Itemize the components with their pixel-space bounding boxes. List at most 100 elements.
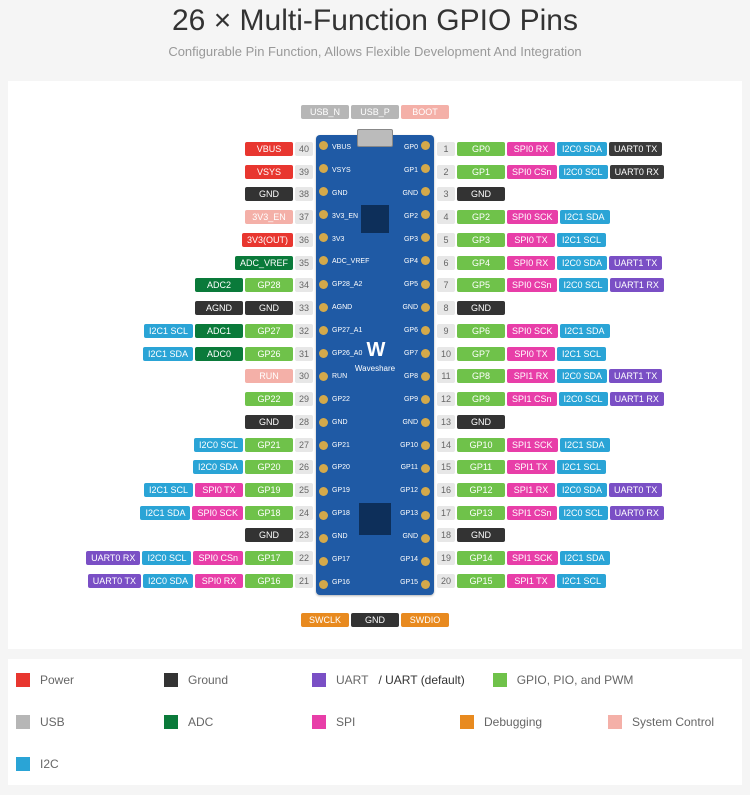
legend-item: Debugging bbox=[460, 715, 580, 729]
pin-row: 20GP15SPI1 TXI2C1 SCL bbox=[437, 571, 606, 591]
pad-hole-icon bbox=[319, 487, 328, 496]
pin-tag: 3V3(OUT) bbox=[242, 233, 293, 247]
pad-hole-icon bbox=[421, 256, 430, 265]
pin-row: 9GP6SPI0 SCKI2C1 SDA bbox=[437, 321, 610, 341]
legend-item: GPIO, PIO, and PWM bbox=[493, 673, 634, 687]
pinout-diagram: USB_NUSB_PBOOT VBUSVSYSGND3V3_EN3V3ADC_V… bbox=[16, 95, 734, 635]
silkscreen-label: GP3 bbox=[378, 235, 418, 244]
pin-number: 12 bbox=[437, 392, 455, 406]
pin-number: 5 bbox=[437, 233, 455, 247]
pin-tag: GP16 bbox=[245, 574, 293, 588]
pin-number: 40 bbox=[295, 142, 313, 156]
legend-item: ADC bbox=[164, 715, 284, 729]
pin-tag: GP1 bbox=[457, 165, 505, 179]
pad-hole-icon bbox=[319, 580, 328, 589]
legend-item: Power bbox=[16, 673, 136, 687]
pin-tag: GP27 bbox=[245, 324, 293, 338]
pin-number: 7 bbox=[437, 278, 455, 292]
pin-tag: I2C0 SCL bbox=[194, 438, 243, 452]
header: 26 × Multi-Function GPIO Pins Configurab… bbox=[0, 0, 750, 71]
pin-row: 16GP12SPI1 RXI2C0 SDAUART0 TX bbox=[437, 480, 662, 500]
silkscreen-label: RUN bbox=[332, 372, 372, 381]
pin-tag: GP28 bbox=[245, 278, 293, 292]
pin-number: 39 bbox=[295, 165, 313, 179]
pin-number: 25 bbox=[295, 483, 313, 497]
silkscreen-label: GP8 bbox=[378, 372, 418, 381]
page-title: 26 × Multi-Function GPIO Pins bbox=[0, 4, 750, 38]
legend-item: USB bbox=[16, 715, 136, 729]
pin-tag: GND bbox=[457, 415, 505, 429]
pin-tag: GP13 bbox=[457, 506, 505, 520]
pin-number: 28 bbox=[295, 415, 313, 429]
pin-tag: I2C1 SDA bbox=[560, 210, 610, 224]
pad-hole-icon bbox=[319, 141, 328, 150]
pin-number: 10 bbox=[437, 347, 455, 361]
pin-tag: GND bbox=[245, 187, 293, 201]
pin-tag: I2C1 SCL bbox=[557, 574, 606, 588]
silkscreen-label: GP10 bbox=[378, 441, 418, 450]
pin-tag: GND bbox=[351, 613, 399, 627]
pad-hole-icon bbox=[421, 164, 430, 173]
pin-row: 29GP22 bbox=[245, 389, 313, 409]
silkscreen-label: GP9 bbox=[378, 395, 418, 404]
pin-tag: I2C0 SCL bbox=[559, 506, 608, 520]
silkscreen-label: GP14 bbox=[378, 555, 418, 564]
pin-tag: GP3 bbox=[457, 233, 505, 247]
board-holes-left bbox=[319, 141, 329, 589]
pin-number: 21 bbox=[295, 574, 313, 588]
pad-hole-icon bbox=[421, 326, 430, 335]
pin-tag: I2C1 SCL bbox=[557, 460, 606, 474]
pin-row: 19GP14SPI1 SCKI2C1 SDA bbox=[437, 548, 610, 568]
pin-row: 34GP28ADC2 bbox=[195, 275, 313, 295]
silkscreen-label: GP6 bbox=[378, 326, 418, 335]
silkscreen-label: GP16 bbox=[332, 578, 372, 587]
pad-hole-icon bbox=[319, 256, 328, 265]
pad-hole-icon bbox=[319, 418, 328, 427]
pin-tag: I2C0 SCL bbox=[559, 392, 608, 406]
pin-row: 14GP10SPI1 SCKI2C1 SDA bbox=[437, 435, 610, 455]
pin-number: 20 bbox=[437, 574, 455, 588]
silkscreen-label: GP12 bbox=[378, 486, 418, 495]
silkscreen-label: GP17 bbox=[332, 555, 372, 564]
pin-number: 35 bbox=[295, 256, 313, 270]
pad-hole-icon bbox=[421, 511, 430, 520]
pin-row: 373V3_EN bbox=[245, 207, 313, 227]
pad-hole-icon bbox=[421, 418, 430, 427]
pin-row: 18GND bbox=[437, 525, 505, 545]
pin-tag: GP19 bbox=[245, 483, 293, 497]
pin-row: 15GP11SPI1 TXI2C1 SCL bbox=[437, 457, 606, 477]
legend-swatch-icon bbox=[312, 673, 326, 687]
pin-row: 24GP18SPI0 SCKI2C1 SDA bbox=[140, 503, 313, 523]
silkscreen-label: AGND bbox=[332, 303, 372, 312]
legend-item: System Control bbox=[608, 715, 728, 729]
board-holes-right bbox=[421, 141, 431, 589]
pin-row: 35ADC_VREF bbox=[235, 253, 313, 273]
pin-tag: GP2 bbox=[457, 210, 505, 224]
legend-label: USB bbox=[40, 715, 65, 729]
silkscreen-label: GP5 bbox=[378, 280, 418, 289]
pin-tag: BOOT bbox=[401, 105, 449, 119]
legend-swatch-icon bbox=[312, 715, 326, 729]
logo-text: Waveshare bbox=[355, 364, 395, 373]
legend-label: UART bbox=[336, 673, 368, 687]
pin-row: 11GP8SPI1 RXI2C0 SDAUART1 TX bbox=[437, 366, 662, 386]
pin-tag: RUN bbox=[245, 369, 293, 383]
pad-hole-icon bbox=[421, 557, 430, 566]
board-logo: W Waveshare bbox=[355, 339, 395, 373]
pin-tag: 3V3_EN bbox=[245, 210, 293, 224]
pin-tag: I2C0 SDA bbox=[143, 574, 193, 588]
silkscreen-label: GP0 bbox=[378, 143, 418, 152]
pad-hole-icon bbox=[421, 372, 430, 381]
pin-number: 18 bbox=[437, 528, 455, 542]
pin-tag: ADC_VREF bbox=[235, 256, 293, 270]
pin-tag: GND bbox=[457, 528, 505, 542]
pin-tag: SPI1 RX bbox=[507, 369, 555, 383]
pad-hole-icon bbox=[421, 280, 430, 289]
pad-hole-icon bbox=[421, 464, 430, 473]
pin-number: 31 bbox=[295, 347, 313, 361]
pad-hole-icon bbox=[421, 487, 430, 496]
pin-row: 1GP0SPI0 RXI2C0 SDAUART0 TX bbox=[437, 139, 662, 159]
pin-tag: UART0 RX bbox=[610, 506, 664, 520]
legend-swatch-icon bbox=[164, 715, 178, 729]
pin-number: 14 bbox=[437, 438, 455, 452]
